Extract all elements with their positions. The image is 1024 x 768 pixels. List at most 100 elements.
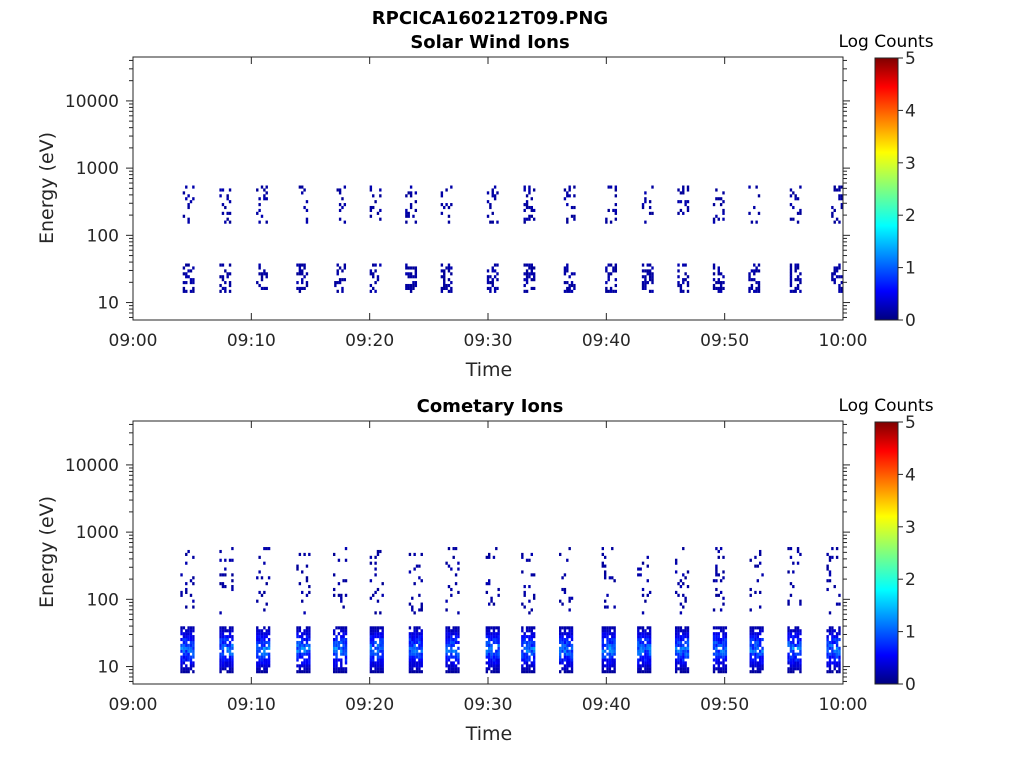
spectrogram-cell — [758, 649, 762, 653]
spectrogram-cell — [606, 632, 609, 636]
spectrogram-cell — [344, 646, 348, 650]
spectrogram-cell — [408, 602, 412, 606]
spectrogram-cell — [344, 652, 348, 656]
spectrogram-cell — [337, 658, 341, 662]
spectrogram-cell — [443, 278, 446, 282]
spectrogram-cell — [792, 585, 795, 589]
spectrogram-cell — [679, 579, 683, 583]
spectrogram-cell — [753, 272, 756, 276]
spectrogram-cell — [192, 635, 195, 639]
spectrogram-cell — [301, 664, 304, 668]
spectrogram-cell — [789, 217, 793, 221]
spectrogram-cell — [639, 649, 642, 653]
spectrogram-cell — [303, 611, 306, 615]
spectrogram-cell — [566, 626, 569, 630]
spectrogram-cell — [612, 269, 615, 273]
spectrogram-cell — [258, 555, 261, 559]
spectrogram-cell — [414, 272, 418, 276]
spectrogram-cell — [566, 649, 569, 653]
spectrogram-cell — [440, 203, 444, 207]
spectrogram-cell — [450, 667, 453, 671]
spectrogram-cell — [601, 564, 604, 568]
spectrogram-cell — [334, 283, 337, 288]
spectrogram-cell — [450, 272, 453, 276]
spectrogram-cell — [342, 635, 345, 639]
panel-title-cometary: Cometary Ions — [417, 396, 564, 417]
spectrogram-cell — [559, 670, 562, 674]
x-tick-label: 09:20 — [345, 331, 394, 351]
spectrogram-cell — [833, 585, 836, 589]
spectrogram-cell — [831, 555, 834, 559]
spectrogram-cell — [379, 208, 382, 213]
spectrogram-cell — [603, 629, 607, 633]
spectrogram-cell — [794, 658, 797, 662]
spectrogram-cell — [641, 281, 645, 285]
spectrogram-cell — [374, 269, 377, 273]
spectrogram-cell — [646, 661, 649, 665]
spectrogram-cell — [831, 655, 834, 659]
spectrogram-cell — [372, 275, 375, 279]
spectrogram-cell — [637, 646, 640, 650]
spectrogram-cell — [677, 649, 680, 653]
spectrogram-cell — [298, 635, 302, 639]
spectrogram-cell — [187, 275, 190, 279]
spectrogram-cell — [488, 658, 491, 662]
spectrogram-cell — [263, 286, 266, 290]
spectrogram-cell — [838, 283, 841, 288]
spectrogram-cell — [488, 667, 491, 671]
spectrogram-cell — [794, 655, 797, 659]
spectrogram-cell — [748, 275, 751, 279]
spectrogram-cell — [712, 608, 716, 612]
spectrogram-cell — [530, 286, 533, 290]
spectrogram-cell — [530, 629, 533, 633]
spectrogram-cell — [796, 652, 800, 656]
spectrogram-cell — [335, 655, 338, 659]
spectrogram-cell — [758, 655, 762, 659]
spectrogram-cell — [376, 275, 380, 279]
spectrogram-cell — [374, 664, 377, 668]
spectrogram-cell — [332, 552, 336, 556]
spectrogram-cell — [796, 643, 800, 647]
spectrogram-cell — [677, 263, 680, 267]
spectrogram-cell — [298, 643, 302, 647]
spectrogram-cell — [799, 278, 802, 282]
spectrogram-cell — [679, 191, 683, 195]
spectrogram-cell — [413, 658, 416, 662]
spectrogram-cell — [454, 573, 458, 577]
spectrogram-cell — [258, 655, 261, 659]
spectrogram-cell — [256, 211, 259, 215]
spectrogram-cell — [722, 211, 725, 215]
spectrogram-cell — [608, 664, 612, 668]
spectrogram-cell — [486, 281, 490, 285]
spectrogram-cell — [418, 637, 421, 642]
spectrogram-cell — [644, 278, 647, 282]
spectrogram-cell — [228, 646, 232, 650]
spectrogram-cell — [568, 286, 571, 290]
spectrogram-cell — [757, 194, 761, 198]
spectrogram-cell — [447, 263, 451, 267]
spectrogram-cell — [828, 555, 832, 559]
spectrogram-cell — [454, 664, 458, 668]
spectrogram-cell — [408, 646, 412, 650]
spectrogram-cell — [301, 637, 304, 642]
spectrogram-cell — [381, 661, 384, 665]
spectrogram-cell — [570, 649, 574, 653]
spectrogram-cell — [677, 655, 680, 659]
spectrogram-cell — [712, 667, 716, 671]
spectrogram-cell — [568, 626, 571, 630]
spectrogram-cell — [835, 602, 839, 606]
spectrogram-cell — [447, 585, 451, 589]
spectrogram-cell — [338, 217, 342, 221]
spectrogram-cell — [418, 608, 421, 612]
spectrogram-cell — [674, 649, 678, 653]
x-tick-label: 09:00 — [109, 695, 158, 715]
spectrogram-cell — [374, 646, 377, 650]
spectrogram-cell — [749, 632, 752, 636]
spectrogram-cell — [838, 646, 841, 650]
spectrogram-cell — [639, 655, 642, 659]
spectrogram-cell — [497, 661, 500, 665]
spectrogram-cell — [722, 200, 725, 204]
spectrogram-cell — [298, 286, 302, 290]
spectrogram-cell — [840, 205, 844, 210]
